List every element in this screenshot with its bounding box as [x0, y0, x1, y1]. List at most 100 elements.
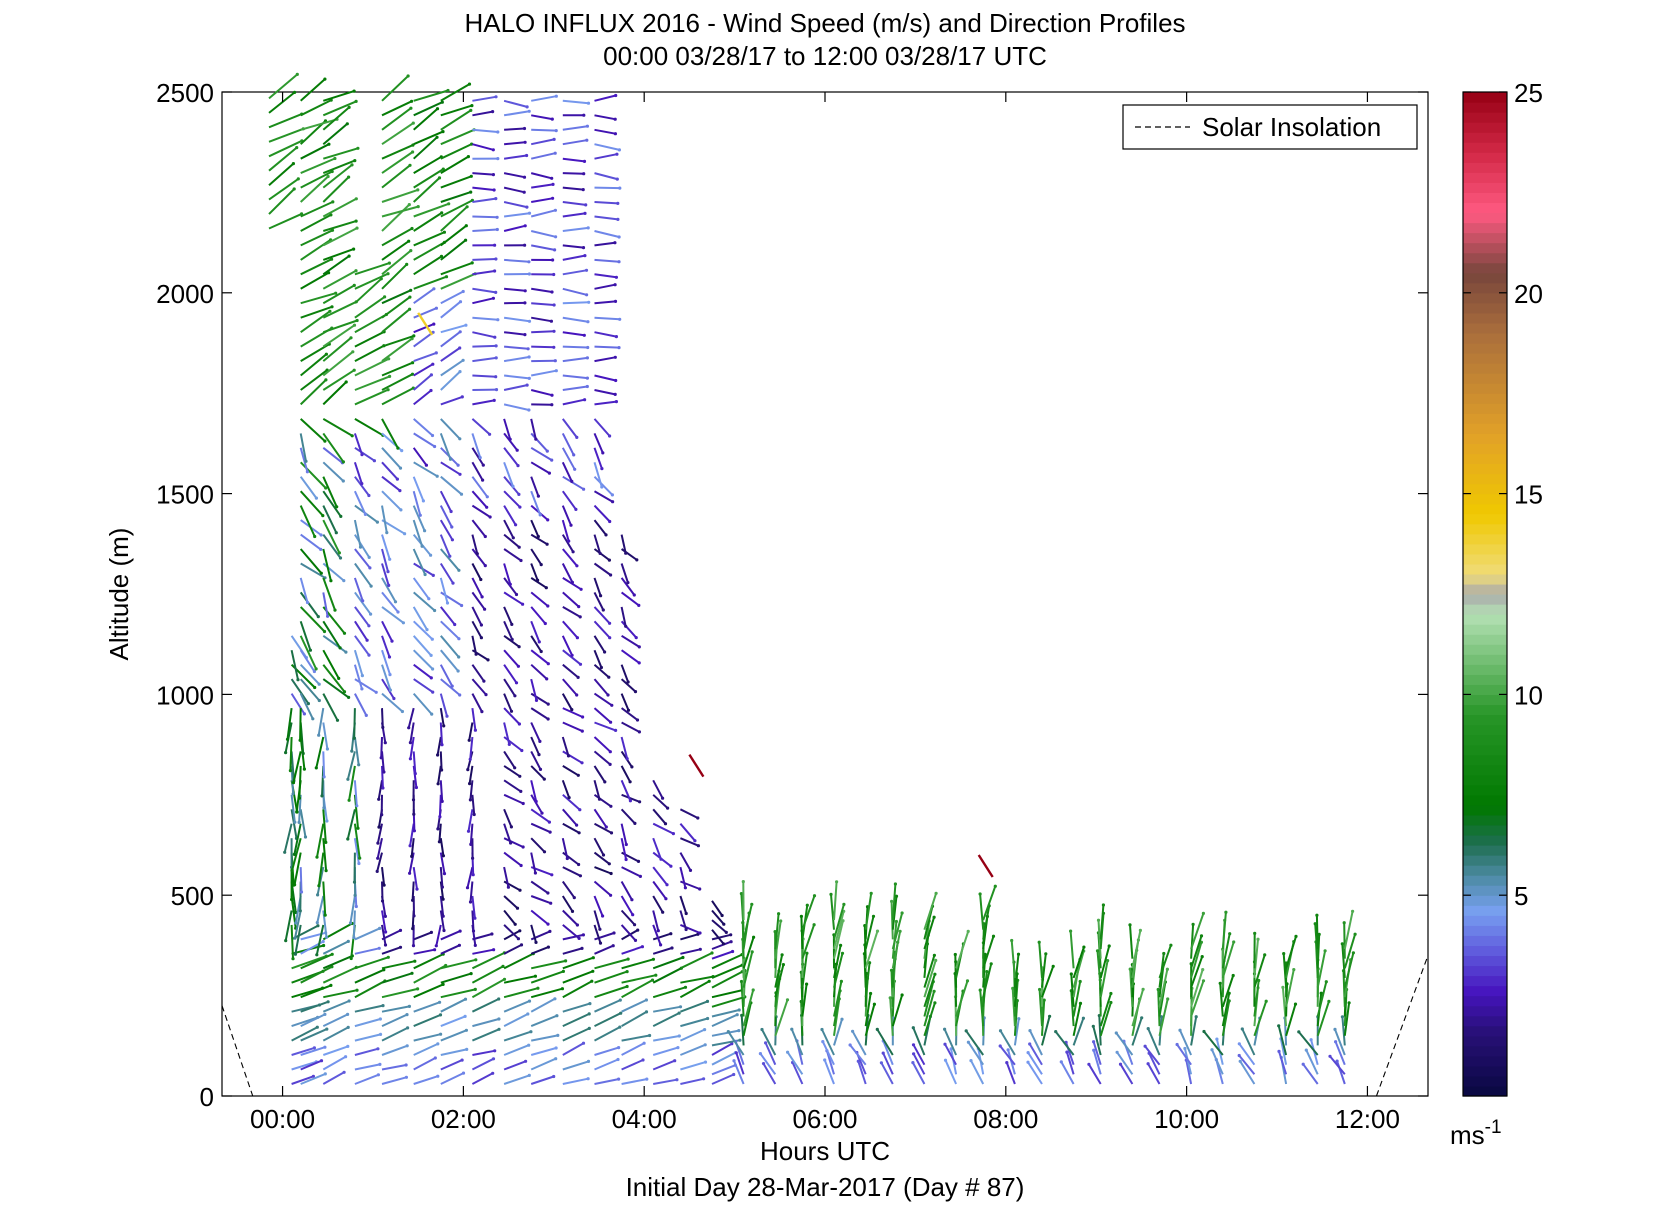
colorbar-stripe: [1463, 1045, 1507, 1057]
wind-barb-head: [618, 1025, 622, 1029]
wind-barb-head: [604, 533, 608, 537]
wind-barb-head: [624, 857, 628, 862]
wind-barb: [322, 432, 345, 463]
wind-barb-head: [523, 243, 527, 247]
wind-barb: [679, 808, 699, 819]
wind-barb-head: [491, 1071, 495, 1075]
wind-barb: [594, 230, 620, 238]
wind-barb: [530, 822, 551, 834]
chart-subtitle: 00:00 03/28/17 to 12:00 03/28/17 UTC: [603, 41, 1047, 71]
wind-barb: [412, 606, 428, 631]
wind-barb-head: [405, 262, 409, 266]
wind-barb-head: [436, 1042, 440, 1046]
wind-barb-head: [1128, 967, 1132, 971]
wind-barb-head: [650, 978, 655, 982]
wind-barb-head: [400, 709, 404, 714]
wind-barb-head: [875, 1027, 879, 1031]
wind-barb-head: [507, 742, 511, 747]
wind-barb: [833, 911, 845, 950]
wind-barb-head: [550, 176, 554, 180]
wind-barb-head: [567, 539, 571, 543]
wind-barb: [593, 663, 610, 678]
wind-barb-head: [407, 1004, 411, 1009]
colorbar-stripe: [1463, 694, 1507, 706]
wind-barb: [503, 606, 513, 625]
wind-barb: [437, 765, 442, 784]
wind-barb-head: [581, 246, 586, 250]
wind-barb: [381, 144, 414, 160]
wind-barb-head: [410, 372, 415, 376]
wind-barb: [593, 793, 612, 808]
wind-barb: [562, 1042, 584, 1056]
wind-barb-head: [610, 493, 615, 497]
wind-barb-head: [698, 887, 702, 891]
wind-barb-head: [346, 1012, 350, 1017]
colorbar-stripe: [1463, 664, 1507, 675]
wind-barb: [472, 228, 498, 232]
wind-barb-head: [638, 800, 642, 804]
colorbar-stripe: [1463, 132, 1507, 143]
wind-barb-head: [331, 200, 335, 204]
wind-barb-head: [388, 673, 392, 677]
wind-barb: [621, 958, 654, 970]
wind-barb: [381, 490, 402, 511]
wind-barb-head: [587, 300, 591, 304]
wind-barb: [774, 920, 782, 959]
wind-barb-head: [324, 840, 328, 845]
wind-barb: [1131, 989, 1145, 1027]
wind-barb-head: [625, 984, 629, 989]
wind-barb-head: [292, 187, 296, 191]
wind-barb: [381, 620, 393, 642]
wind-barb: [322, 534, 342, 559]
wind-barb-head: [315, 855, 319, 859]
wind-barb-head: [1277, 1024, 1281, 1028]
wind-barb-head: [617, 1077, 621, 1081]
wind-barb: [786, 1051, 804, 1075]
wind-barb: [354, 344, 385, 362]
wind-barb: [530, 663, 548, 680]
wind-barb-head: [407, 726, 411, 730]
wind-barb-head: [367, 555, 371, 560]
wind-barb: [503, 316, 530, 323]
wind-barb-head: [491, 148, 495, 152]
wind-barb-head: [317, 682, 321, 686]
colorbar-tick-label: 10: [1514, 680, 1543, 710]
wind-barb: [381, 475, 401, 492]
wind-barb-head: [546, 945, 551, 949]
wind-barb-head: [378, 1062, 382, 1066]
wind-barb-head: [392, 696, 396, 701]
colorbar-stripe: [1463, 92, 1507, 103]
wind-barb: [711, 1073, 735, 1085]
wind-barb: [503, 519, 515, 539]
colorbar-stripe: [1463, 282, 1507, 294]
wind-barb: [593, 750, 611, 766]
wind-barb-head: [842, 902, 846, 907]
wind-barb-head: [523, 289, 527, 293]
wind-barb-head: [294, 921, 298, 925]
wind-barb-head: [438, 815, 442, 819]
wind-barb-head: [637, 645, 641, 649]
wind-barb: [562, 139, 587, 146]
wind-barb-head: [943, 1042, 947, 1046]
wind-barb-head: [911, 1043, 916, 1047]
wind-barb: [561, 635, 574, 656]
wind-barb: [300, 533, 322, 551]
wind-barb-head: [516, 464, 520, 468]
wind-barb: [652, 956, 684, 970]
wind-barb-head: [430, 712, 434, 716]
wind-barb: [1282, 953, 1288, 988]
wind-barb: [594, 172, 618, 181]
wind-barb-head: [464, 1028, 468, 1032]
wind-barb: [1316, 1001, 1330, 1037]
wind-barb-head: [352, 323, 357, 327]
wind-barb-head: [314, 766, 318, 770]
wind-barb-head: [323, 1072, 327, 1076]
wind-barb-head: [869, 891, 873, 896]
wind-barb: [503, 975, 536, 984]
wind-barb: [561, 505, 572, 526]
colorbar-stripe: [1463, 533, 1507, 545]
wind-barb: [1147, 1028, 1161, 1056]
wind-barb: [680, 1077, 704, 1085]
wind-barb-head: [553, 359, 557, 363]
wind-barb-head: [432, 322, 436, 326]
